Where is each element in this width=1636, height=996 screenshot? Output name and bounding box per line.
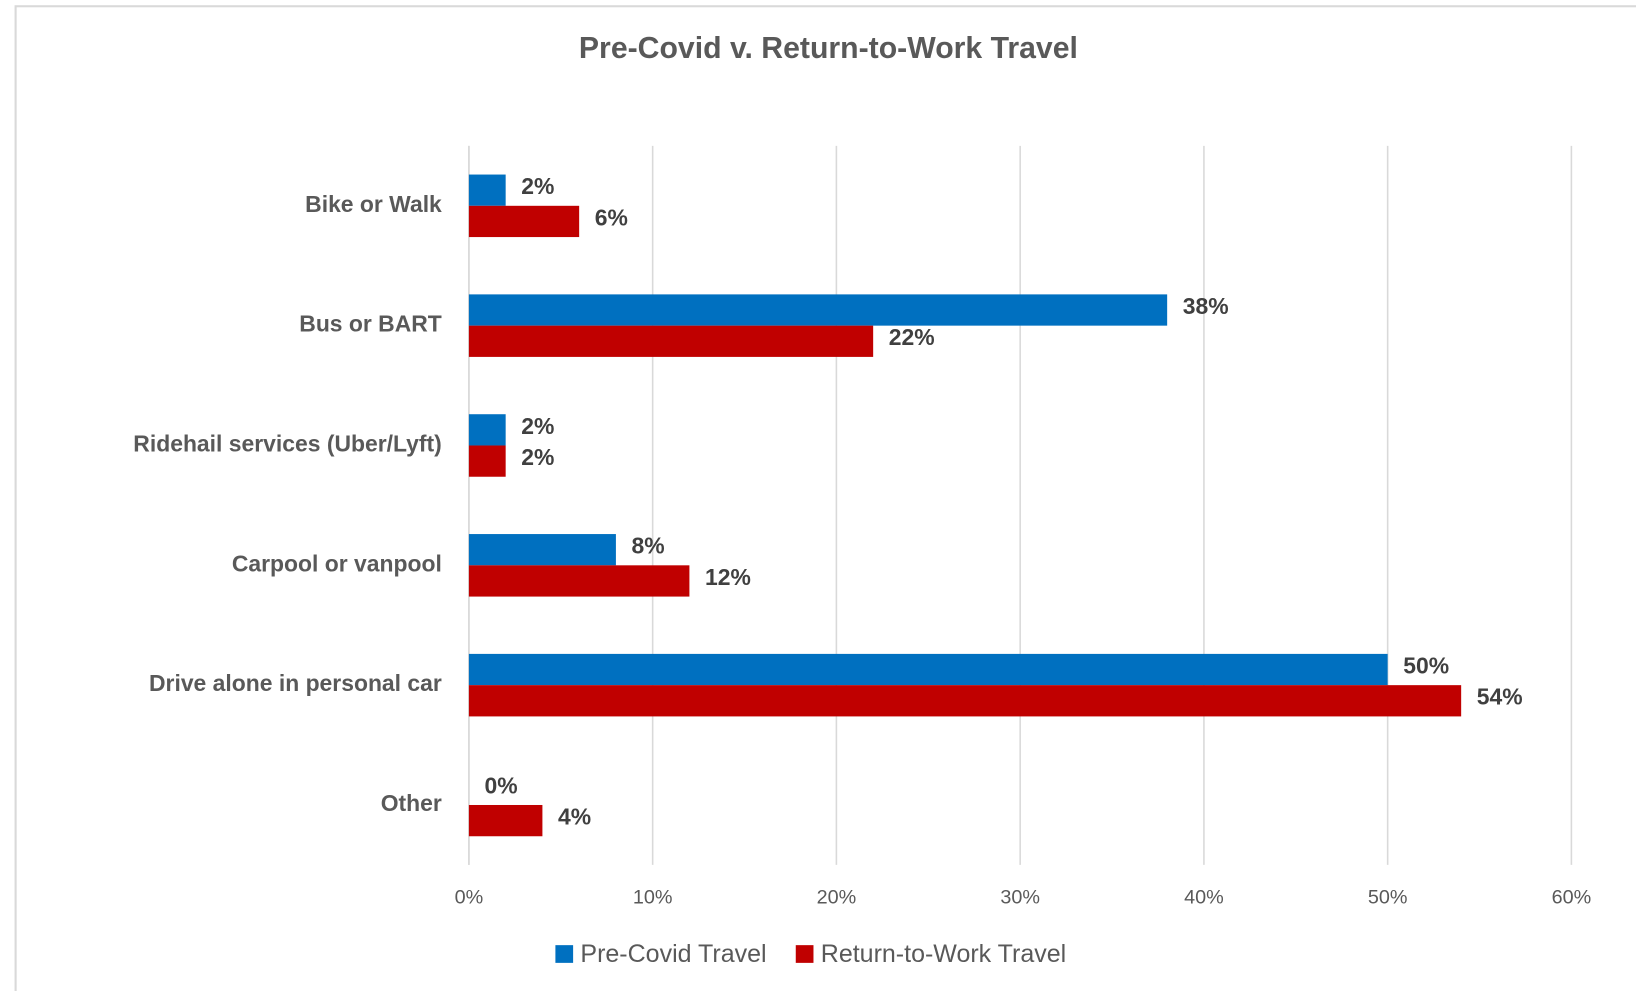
data-label: 0% [485, 772, 518, 798]
bar [468, 174, 506, 206]
legend-label: Pre-Covid Travel [580, 940, 766, 968]
bar [468, 685, 1462, 717]
bar [468, 325, 874, 357]
data-label: 38% [1183, 293, 1229, 319]
bar [468, 653, 1388, 686]
y-tick-label: Drive alone in personal car [149, 670, 442, 696]
bar [468, 534, 616, 566]
legend-swatch [555, 945, 574, 963]
data-label: 6% [595, 204, 628, 230]
data-label: 2% [521, 444, 554, 470]
y-tick-label: Bike or Walk [305, 191, 442, 217]
chart-title: Pre-Covid v. Return-to-Work Travel [579, 32, 1078, 65]
x-tick-label: 20% [817, 886, 857, 908]
x-tick-label: 10% [633, 886, 673, 908]
data-label: 8% [632, 533, 665, 559]
data-label: 2% [521, 413, 554, 439]
bar [468, 205, 580, 238]
bar [468, 445, 506, 477]
data-label: 50% [1403, 652, 1449, 678]
x-tick-label: 60% [1552, 886, 1592, 908]
x-tick-label: 40% [1184, 886, 1224, 908]
data-label: 22% [889, 324, 935, 350]
data-label: 4% [558, 804, 591, 830]
legend-label: Return-to-Work Travel [821, 940, 1066, 968]
x-tick-label: 0% [455, 886, 484, 908]
y-tick-label: Other [381, 790, 442, 816]
y-tick-label: Ridehail services (Uber/Lyft) [133, 431, 442, 457]
data-label: 2% [521, 173, 554, 199]
data-label: 12% [705, 564, 751, 590]
chart-frame [14, 5, 1636, 996]
bar [468, 294, 1168, 326]
bar [468, 414, 506, 446]
legend-swatch [795, 945, 814, 963]
data-label: 54% [1477, 684, 1523, 710]
y-tick-label: Bus or BART [299, 311, 442, 337]
y-tick-label: Carpool or vanpool [232, 550, 442, 576]
bar [468, 804, 543, 837]
bar [468, 565, 690, 597]
x-tick-label: 50% [1368, 886, 1408, 908]
x-tick-label: 30% [1000, 886, 1040, 908]
